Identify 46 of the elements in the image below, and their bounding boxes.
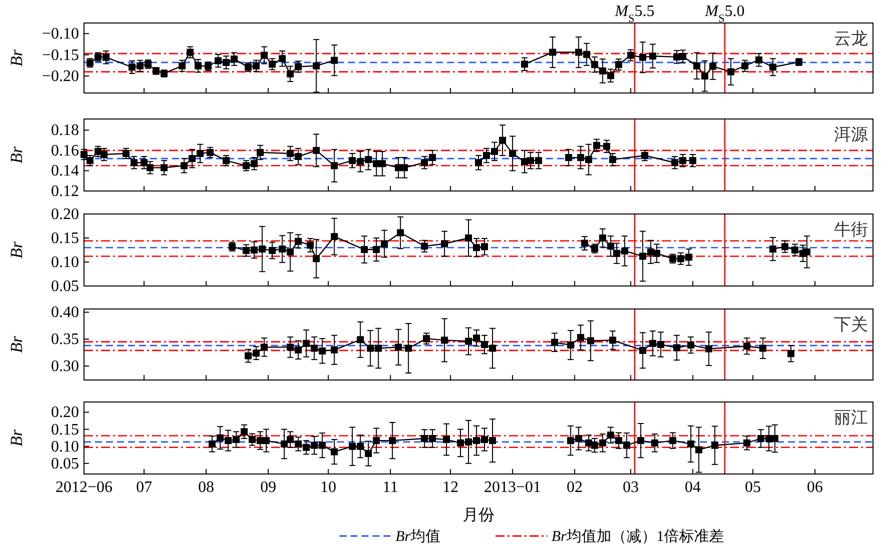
y-axis-title: Br	[7, 49, 26, 66]
y-tick-label: 0.05	[51, 278, 79, 295]
y-tick-label: 0.10	[51, 254, 79, 271]
y-tick-label: 0.12	[51, 183, 79, 200]
y-tick-label: 0.10	[51, 438, 79, 456]
x-tick-label: 09	[260, 479, 276, 496]
ref-line-label: M$_{S}$5.5	[614, 3, 654, 25]
chart-title: 牛街	[834, 220, 868, 239]
x-tick-label: 06	[806, 479, 823, 496]
x-tick-label: 03	[622, 479, 639, 496]
y-tick-label: 0.18	[51, 122, 79, 140]
y-tick-label: 0.16	[51, 142, 79, 160]
chart-title: 丽江	[834, 408, 868, 427]
x-tick-label: 08	[198, 479, 214, 496]
y-tick-label: −0.10	[42, 26, 79, 43]
x-axis-title: 月份	[462, 507, 494, 524]
chart-title: 云龙	[834, 29, 868, 48]
y-tick-label: 0.14	[51, 162, 79, 180]
y-tick-label: 0.20	[51, 404, 79, 422]
chart-title: 洱源	[834, 125, 868, 144]
legend-label: Br均值	[396, 528, 440, 545]
y-tick-label: −0.20	[42, 68, 79, 86]
y-tick-label: 0.35	[51, 331, 79, 348]
ref-line-label: M$_{S}$5.0	[704, 3, 745, 25]
x-tick-label: 2013−01	[484, 479, 542, 496]
x-tick-label: 04	[684, 479, 701, 496]
y-axis-title: Br	[7, 146, 26, 164]
y-axis-title: Br	[7, 429, 26, 446]
y-tick-label: 0.40	[51, 304, 79, 322]
y-axis-title: Br	[7, 336, 26, 353]
y-tick-label: 0.30	[51, 358, 79, 376]
y-tick-label: 0.05	[51, 455, 79, 472]
legend-label: Br均值加（减）1倍标准差	[552, 528, 724, 545]
y-tick-label: 0.15	[51, 230, 79, 247]
y-axis-title: Br	[7, 241, 26, 258]
x-tick-label: 02	[566, 479, 583, 496]
x-tick-label: 12	[442, 479, 458, 496]
y-tick-label: −0.15	[42, 46, 79, 64]
y-tick-label: 0.15	[51, 421, 79, 438]
x-tick-label: 10	[320, 479, 336, 496]
x-tick-label: 2012−06	[55, 479, 113, 496]
x-tick-label: 11	[382, 479, 398, 496]
x-tick-label: 05	[744, 479, 761, 496]
chart-title: 下关	[834, 315, 868, 334]
y-tick-label: 0.20	[51, 206, 79, 223]
x-tick-label: 07	[136, 479, 152, 496]
